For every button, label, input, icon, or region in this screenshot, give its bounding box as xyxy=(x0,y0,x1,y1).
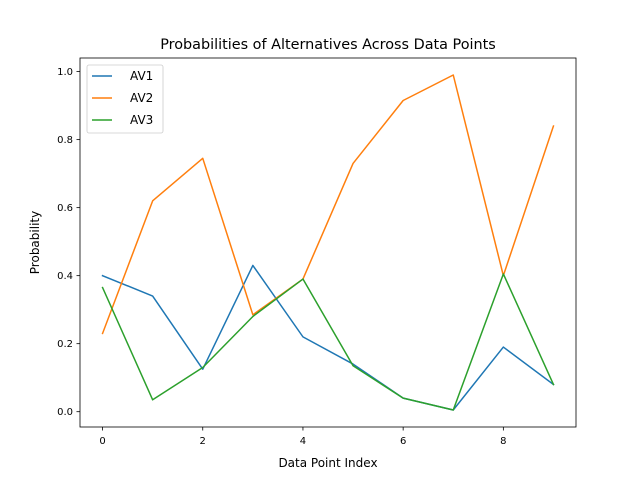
legend-box xyxy=(86,64,164,134)
legend-label-av2: AV2 xyxy=(130,91,153,105)
x-tick-label: 8 xyxy=(500,436,506,447)
y-axis-label: Probability xyxy=(28,211,42,274)
x-axis-label: Data Point Index xyxy=(278,456,377,470)
legend-label-av1: AV1 xyxy=(130,69,153,83)
series-line-av3 xyxy=(101,273,555,411)
y-tick-label: 0.2 xyxy=(57,339,73,350)
y-axis-ticks: 0.0 0.2 0.4 0.6 0.8 1.0 xyxy=(57,67,80,418)
x-tick-label: 4 xyxy=(300,436,306,447)
chart-title: Probabilities of Alternatives Across Dat… xyxy=(160,37,496,53)
x-axis-ticks: 0 2 4 6 8 xyxy=(99,427,507,447)
axes-frame xyxy=(79,57,577,428)
series-line-av2 xyxy=(101,74,555,335)
y-tick-label: 1.0 xyxy=(57,67,73,78)
series-layer xyxy=(101,74,555,411)
legend: AV1 AV2 AV3 xyxy=(86,64,164,134)
x-tick-label: 6 xyxy=(400,436,406,447)
y-tick-label: 0.4 xyxy=(57,271,73,282)
y-tick-label: 0.8 xyxy=(57,135,73,146)
series-line-av1 xyxy=(101,264,555,411)
y-tick-label: 0.0 xyxy=(57,407,73,418)
plot-area xyxy=(79,57,577,428)
y-tick-label: 0.6 xyxy=(57,203,73,214)
x-tick-label: 0 xyxy=(99,436,105,447)
x-tick-label: 2 xyxy=(200,436,206,447)
legend-label-av3: AV3 xyxy=(130,113,153,127)
